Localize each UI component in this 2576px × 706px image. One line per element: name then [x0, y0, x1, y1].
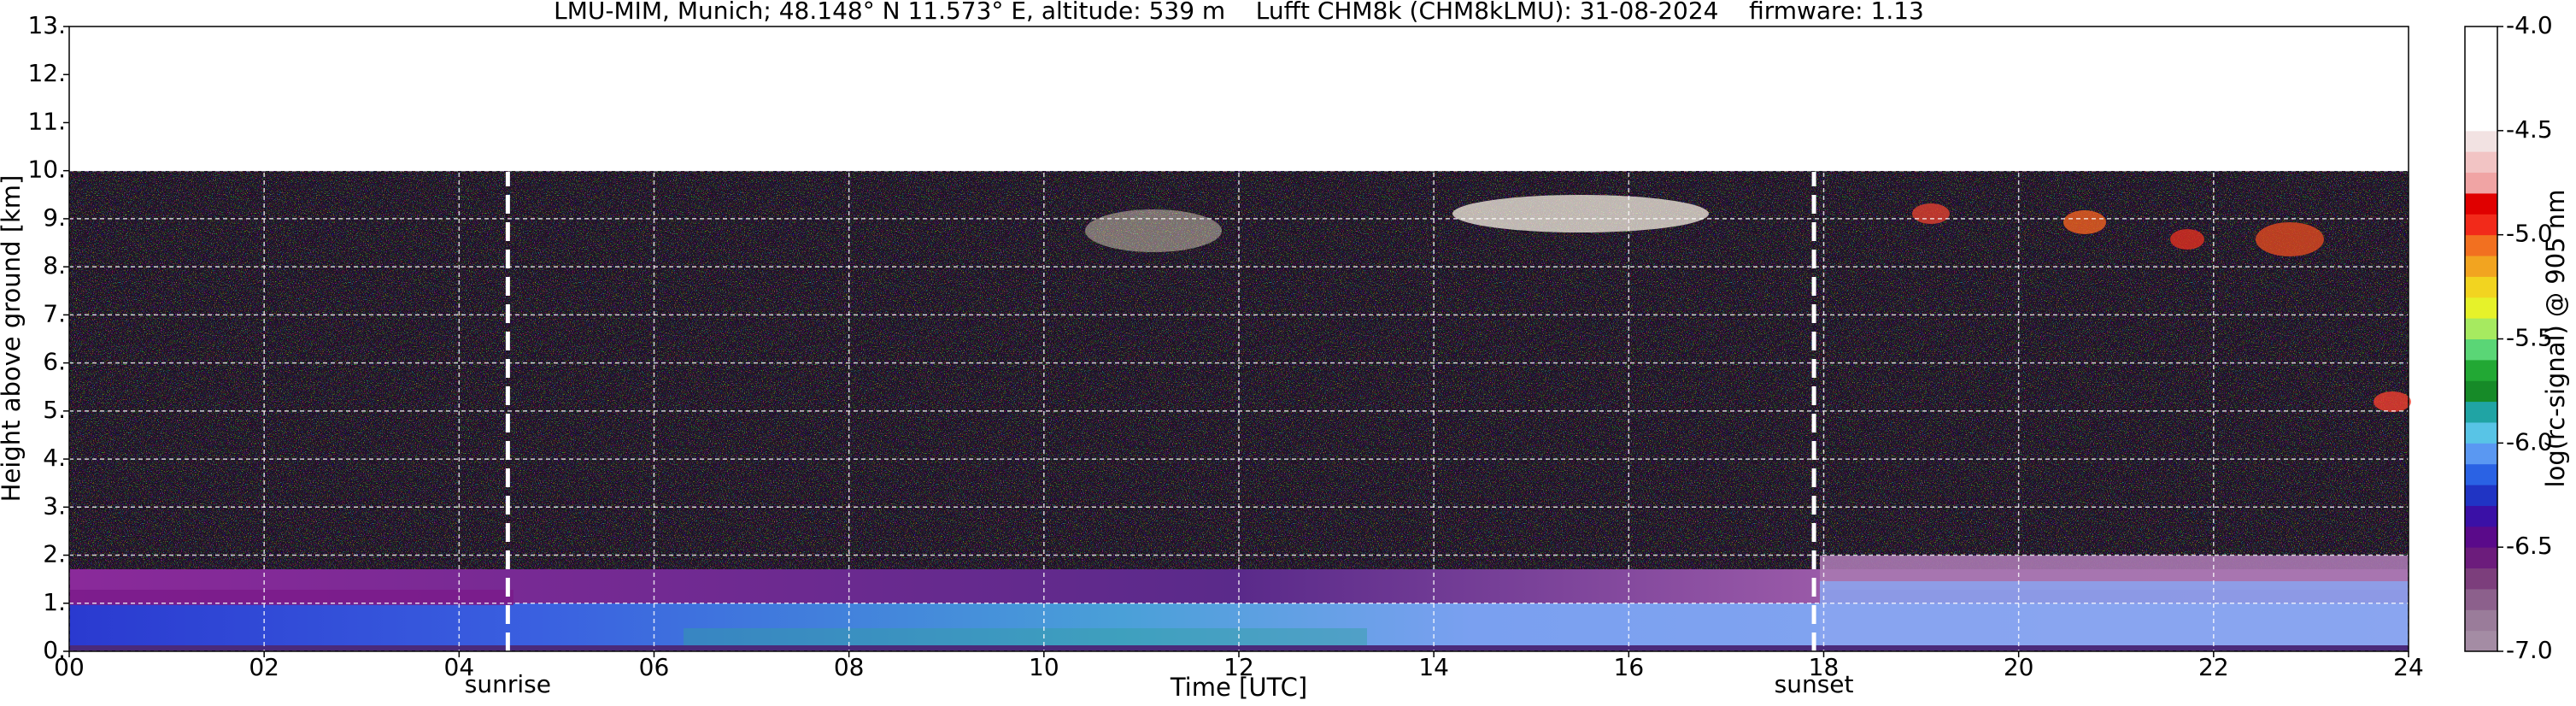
colorbar-label: log(rc-signal) @ 905 nm	[2541, 190, 2570, 488]
colorbar-swatch	[2465, 89, 2497, 110]
heatmap-cloud	[1085, 209, 1222, 252]
colorbar-swatch	[2465, 297, 2497, 319]
colorbar-tick-label: -5.0	[2506, 220, 2553, 248]
chart-title: LMU-MIM, Munich; 48.148° N 11.573° E, al…	[554, 0, 1924, 25]
colorbar-swatch	[2465, 192, 2497, 215]
x-tick-label: 04	[444, 653, 475, 681]
x-tick-label: 24	[2393, 653, 2424, 681]
y-axis-label: Height above ground [km]	[0, 175, 26, 503]
x-tick-label: 14	[1418, 653, 1449, 681]
y-tick-label: 4.	[43, 444, 66, 472]
colorbar-swatch	[2465, 214, 2497, 236]
annotations: sunrise sunset	[465, 172, 1854, 698]
heatmap-cloud	[1912, 203, 1950, 224]
x-axis-label: Time [UTC]	[1170, 673, 1307, 702]
heatmap-layer	[1820, 581, 2409, 651]
annotation-label: sunset	[1775, 670, 1854, 698]
colorbar-swatch	[2465, 588, 2497, 610]
y-tick-label: 7.	[43, 299, 66, 327]
x-tick-label: 18	[1809, 653, 1840, 681]
y-tick-label: 12.	[27, 59, 66, 87]
colorbar-swatch	[2465, 151, 2497, 174]
colorbar-swatch	[2465, 421, 2497, 444]
x-tick-label: 02	[249, 653, 279, 681]
colorbar-tick-label: -4.5	[2506, 115, 2553, 144]
colorbar-swatch	[2465, 401, 2497, 423]
heatmap-layer	[69, 590, 513, 605]
colorbar-swatch	[2465, 256, 2497, 277]
colorbar-tick-label: -7.0	[2506, 636, 2553, 664]
heatmap-cloud	[2256, 222, 2324, 256]
heatmap-cloud	[2374, 391, 2411, 412]
x-tick-label: 20	[2004, 653, 2034, 681]
colorbar-swatch	[2465, 26, 2497, 48]
x-tick-label: 12	[1223, 653, 1254, 681]
heatmap-cloud	[2063, 210, 2106, 234]
y-tick-label: 2.	[43, 540, 66, 568]
heatmap-cloud	[2170, 229, 2204, 250]
heatmap-layer	[684, 628, 1367, 645]
colorbar-swatch	[2465, 630, 2497, 652]
colorbar-swatch	[2465, 359, 2497, 381]
colorbar-swatch	[2465, 68, 2497, 90]
heatmap-layer	[69, 645, 2409, 651]
colorbar-swatch	[2465, 568, 2497, 590]
y-tick-label: 6.	[43, 348, 66, 376]
y-tick-label: 10.	[27, 156, 66, 184]
colorbar-swatch	[2465, 609, 2497, 632]
x-tick-label: 22	[2198, 653, 2229, 681]
colorbar-swatch	[2465, 172, 2497, 194]
y-tick-label: 9.	[43, 203, 66, 232]
y-tick-label: 5.	[43, 396, 66, 424]
colorbar-tick-label: -6.5	[2506, 532, 2553, 560]
colorbar-swatch	[2465, 547, 2497, 569]
colorbar-swatch	[2465, 526, 2497, 548]
colorbar-swatch	[2465, 443, 2497, 465]
heatmap-cloud	[1452, 195, 1709, 232]
x-tick-label: 08	[834, 653, 865, 681]
colorbar-swatch	[2465, 463, 2497, 485]
colorbar-tick-label: -4.0	[2506, 11, 2553, 39]
colorbar-swatch	[2465, 130, 2497, 152]
colorbar-tick-label: -6.0	[2506, 427, 2553, 456]
x-tick-label: 00	[54, 653, 85, 681]
colorbar-swatch	[2465, 318, 2497, 339]
y-tick-label: 0.	[43, 636, 66, 664]
colorbar-swatch	[2465, 276, 2497, 298]
y-tick-label: 11.	[27, 107, 66, 135]
y-tick-label: 8.	[43, 251, 66, 279]
colorbar: -7.0 -6.5 -6.0 -5.5 -5.0 -4.5 -4.0	[2464, 11, 2553, 664]
colorbar-swatch	[2465, 505, 2497, 527]
colorbar-swatch	[2465, 485, 2497, 506]
y-tick-label: 1.	[43, 588, 66, 616]
x-tick-label: 10	[1029, 653, 1059, 681]
y-tick-label: 3.	[43, 491, 66, 520]
colorbar-swatch	[2465, 234, 2497, 256]
colorbar-swatch	[2465, 47, 2497, 69]
x-tick-label: 06	[639, 653, 670, 681]
colorbar-tick-label: -5.5	[2506, 324, 2553, 352]
colorbar-swatch	[2465, 109, 2497, 132]
y-tick-label: 13.	[27, 11, 66, 39]
colorbar-swatch	[2465, 338, 2497, 361]
x-tick-label: 16	[1614, 653, 1645, 681]
annotation-label: sunrise	[465, 670, 551, 698]
colorbar-swatch	[2465, 380, 2497, 403]
ticks: 00 02 04 06 08 10 12 14 16 18 20 22 24 0. 1. 2. 3. 4. 5. 6.…	[27, 11, 2423, 681]
